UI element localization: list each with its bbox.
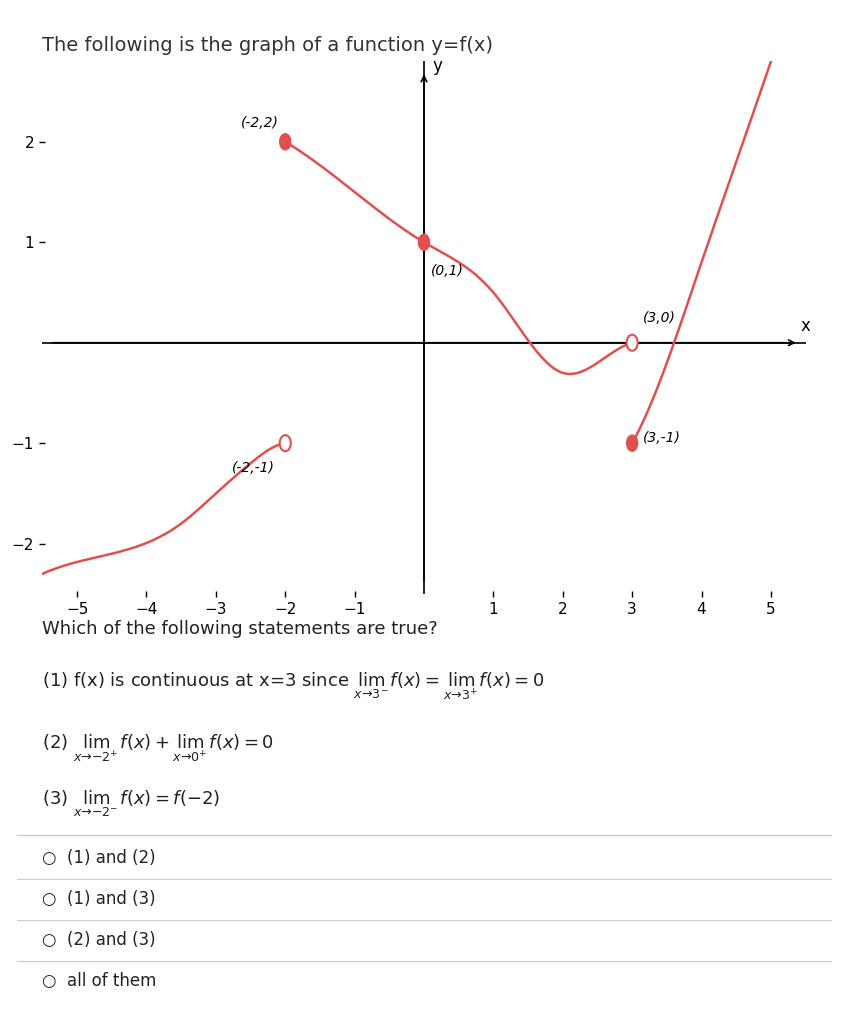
Text: (2) $\lim_{x \to -2^+} f(x) + \lim_{x \to 0^+} f(x) = 0$: (2) $\lim_{x \to -2^+} f(x) + \lim_{x \t… [42,732,275,764]
Text: y: y [432,57,442,76]
Text: (3) $\lim_{x \to -2^-} f(x) = f(-2)$: (3) $\lim_{x \to -2^-} f(x) = f(-2)$ [42,788,220,819]
Circle shape [280,134,291,150]
Text: (-2,2): (-2,2) [241,116,278,130]
Circle shape [627,335,638,351]
Text: Which of the following statements are true?: Which of the following statements are tr… [42,620,438,638]
Text: (3,0): (3,0) [643,310,675,325]
Text: (1) f(x) is continuous at x=3 since $\lim_{x \to 3^-} f(x) = \lim_{x \to 3^+} f(: (1) f(x) is continuous at x=3 since $\li… [42,671,544,702]
Text: The following is the graph of a function y=f(x): The following is the graph of a function… [42,36,494,55]
Text: ○  (2) and (3): ○ (2) and (3) [42,931,156,949]
Text: x: x [801,316,811,335]
Circle shape [280,435,291,452]
Text: ○  all of them: ○ all of them [42,972,157,990]
Text: (-2,-1): (-2,-1) [232,461,275,475]
Text: ○  (1) and (2): ○ (1) and (2) [42,849,156,867]
Text: (3,-1): (3,-1) [643,431,680,445]
Text: ○  (1) and (3): ○ (1) and (3) [42,890,156,908]
Text: (0,1): (0,1) [431,264,464,279]
Circle shape [627,435,638,452]
Circle shape [418,234,430,250]
